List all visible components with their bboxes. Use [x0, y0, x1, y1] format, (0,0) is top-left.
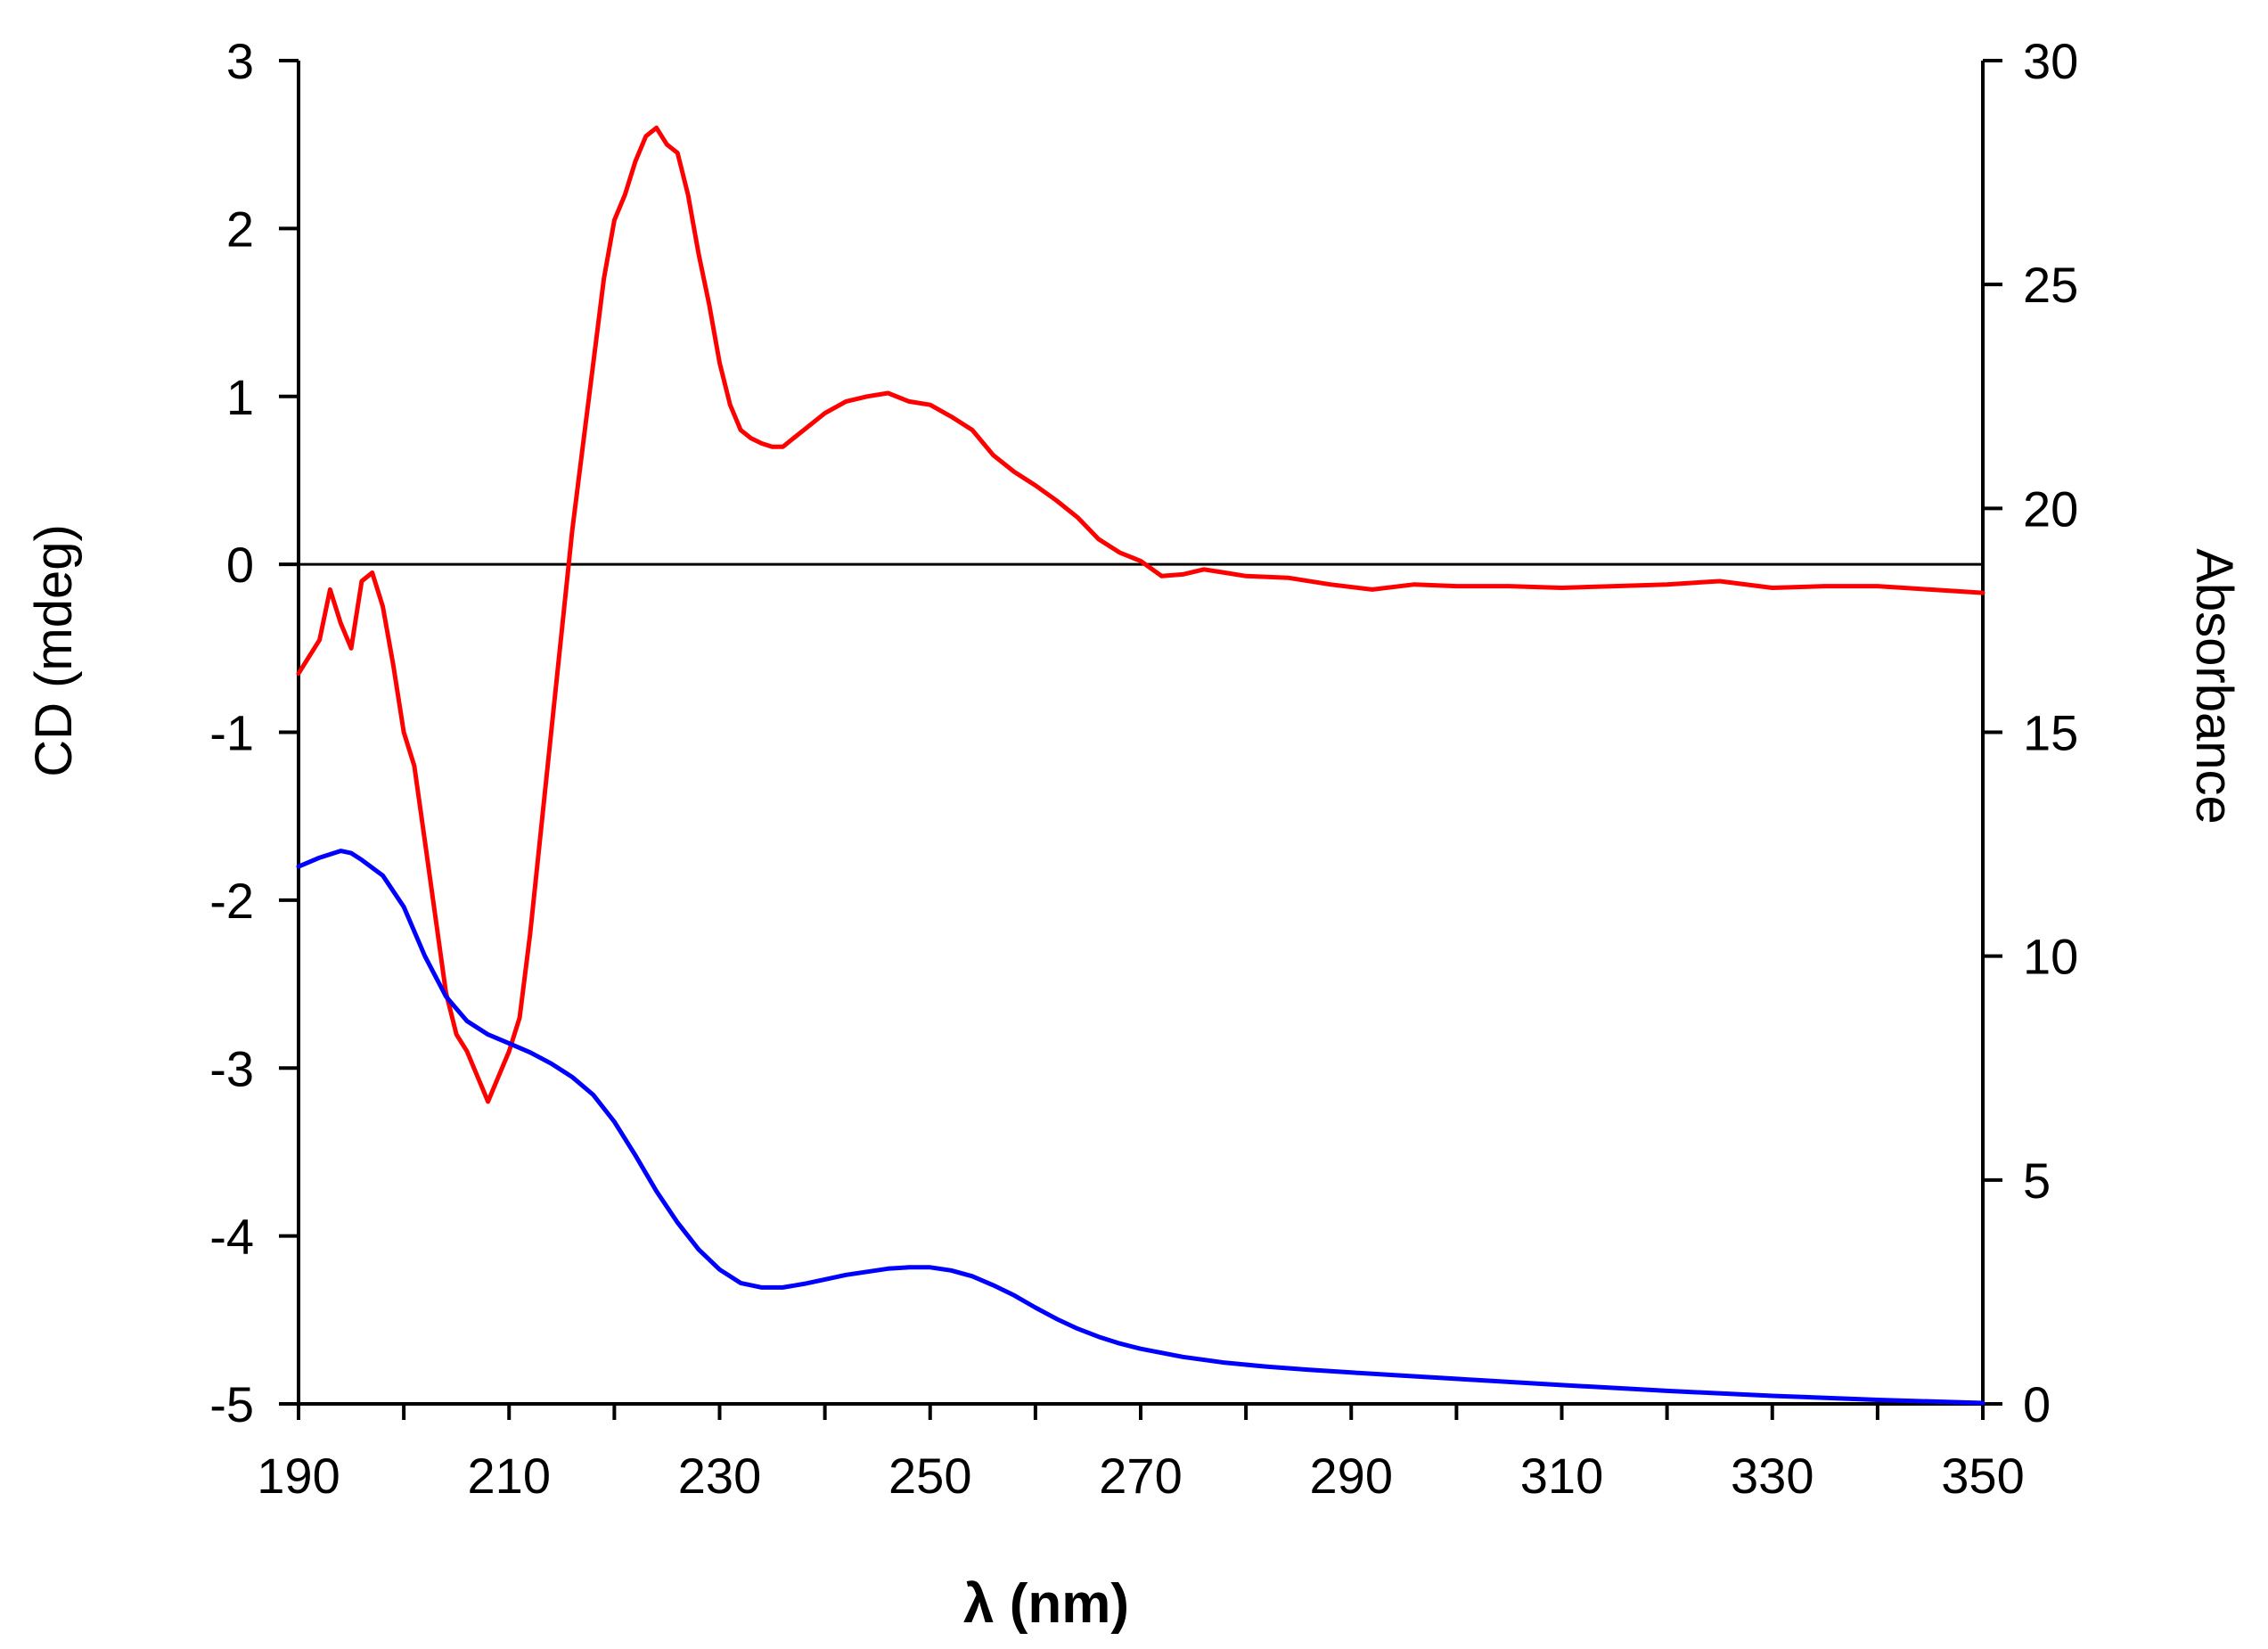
- x-tick-label: 290: [1310, 1448, 1393, 1504]
- y-tick-label-left: -4: [209, 1209, 254, 1265]
- y-axis-title-right: Absorbance: [2185, 548, 2243, 824]
- y-tick-label-left: -3: [209, 1040, 254, 1096]
- y-tick-label-right: 15: [2023, 705, 2078, 761]
- y-tick-label-left: -2: [209, 873, 254, 929]
- x-tick-label: 190: [257, 1448, 340, 1504]
- y-tick-label-left: 2: [226, 201, 254, 257]
- axes: [279, 59, 2002, 1420]
- x-tick-label: 270: [1099, 1448, 1182, 1504]
- y-tick-label-right: 5: [2023, 1153, 2051, 1209]
- x-axis-title: λ (nm): [963, 1573, 1129, 1635]
- y-tick-label-left: 3: [226, 33, 254, 89]
- y-tick-label-left: -5: [209, 1376, 254, 1432]
- tick-labels: 190 210 230 250 270 290 310 330 350-5-4-3-2-1012…: [209, 33, 2078, 1504]
- y-tick-label-left: 0: [226, 537, 254, 593]
- x-tick-label: 330: [1731, 1448, 1814, 1504]
- y-tick-label-right: 20: [2023, 480, 2078, 537]
- x-tick-label: 250: [888, 1448, 971, 1504]
- y-tick-label-right: 30: [2023, 33, 2078, 89]
- y-tick-label-right: 0: [2023, 1376, 2051, 1432]
- y-axis-title-left: CD (mdeg): [25, 524, 83, 777]
- cd-series-line: [296, 125, 1986, 1104]
- y-tick-label-left: -1: [209, 705, 254, 761]
- x-tick-label: 230: [678, 1448, 761, 1504]
- x-tick-label: 310: [1520, 1448, 1603, 1504]
- x-tick-label: 210: [468, 1448, 551, 1504]
- x-tick-label: 350: [1941, 1448, 2024, 1504]
- absorbance-series-line: [296, 849, 1986, 1406]
- y-tick-label-right: 25: [2023, 257, 2078, 313]
- series-layer: [296, 125, 1986, 1406]
- y-tick-label-left: 1: [226, 369, 254, 425]
- y-tick-label-right: 10: [2023, 929, 2078, 985]
